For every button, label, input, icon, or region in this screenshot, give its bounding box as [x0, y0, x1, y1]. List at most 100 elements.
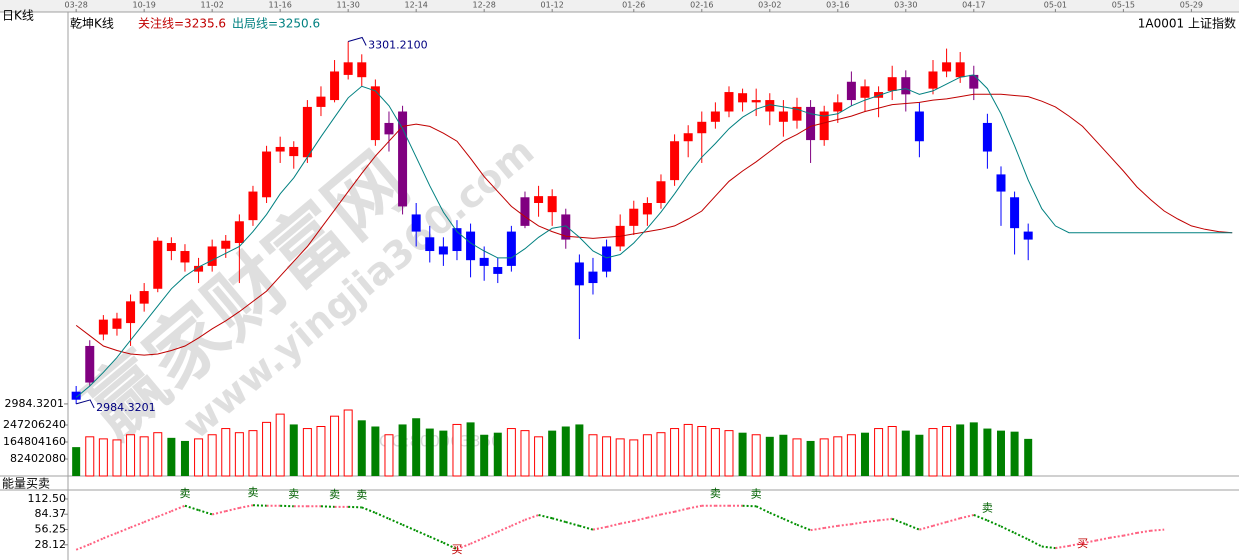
y-tick-label: 2984.3201 — [5, 397, 65, 410]
candle-body — [194, 265, 204, 272]
candle-body — [561, 214, 571, 240]
candle-body — [262, 151, 272, 198]
line-series — [75, 93, 1233, 356]
indicator-segment — [1000, 525, 1016, 534]
x-tick-label: 01-26 — [622, 1, 645, 10]
volume-bar — [683, 423, 693, 477]
volume-bar — [534, 436, 544, 477]
volume-bar — [996, 430, 1005, 476]
candle-body — [982, 122, 992, 152]
panel-title: 能量买卖 — [2, 477, 50, 491]
indicator-segment — [116, 526, 131, 534]
volume-bar — [819, 438, 829, 477]
indicator-segment — [973, 514, 988, 522]
indicator-segment — [769, 511, 784, 520]
volume-bar — [548, 430, 557, 476]
candle-body — [180, 251, 190, 263]
candle-body — [126, 301, 136, 324]
symbol: 1A0001 上证指数 — [1138, 16, 1236, 31]
indicator-segment — [470, 536, 485, 545]
candle-body — [289, 146, 299, 157]
candle-body — [724, 92, 734, 112]
volume-bar — [153, 432, 163, 477]
volume-bar — [833, 436, 843, 477]
volume-bar — [316, 426, 326, 477]
line-series — [75, 74, 1233, 398]
candle-body — [887, 77, 897, 91]
volume-bar — [98, 438, 108, 477]
volume-bar — [302, 428, 312, 477]
volume-bar — [466, 422, 475, 476]
y-tick-label: 56.25 — [35, 523, 67, 536]
indicator-segment — [986, 519, 1002, 528]
x-tick-label: 11-30 — [337, 1, 360, 10]
indicator-segment — [782, 517, 798, 526]
candle-body — [275, 146, 285, 152]
indicator-segment — [796, 523, 811, 532]
candle-body — [234, 221, 244, 244]
signal-label: 卖 — [710, 487, 721, 500]
indicator-segment — [483, 530, 499, 539]
volume-bar — [779, 434, 788, 476]
candle-body — [860, 86, 870, 98]
date-strip — [0, 0, 1239, 12]
volume-bar — [792, 438, 802, 477]
candle-body — [588, 271, 598, 284]
indicator-segment — [456, 542, 471, 551]
candle-body — [874, 92, 884, 98]
candle-body — [139, 291, 149, 304]
x-tick-label: 05-29 — [1180, 1, 1203, 10]
candle-body — [792, 106, 802, 121]
volume-bar — [262, 421, 272, 477]
candle-body — [683, 133, 693, 142]
candle-body — [370, 86, 380, 141]
candle-body — [466, 231, 476, 261]
indicator-segment — [361, 506, 376, 514]
volume-bar — [194, 438, 204, 477]
candle-body — [629, 208, 639, 226]
indicator-segment — [524, 514, 539, 521]
x-tick-label: 12-28 — [473, 1, 496, 10]
signal-label: 卖 — [329, 488, 340, 501]
indicator-segment — [905, 523, 920, 531]
volume-bar — [751, 434, 761, 477]
candle-body — [1023, 231, 1033, 240]
volume-bar — [575, 424, 584, 476]
volume-bar — [588, 434, 598, 477]
volume-bar — [493, 432, 502, 476]
volume-bar — [846, 434, 856, 477]
volume-bar — [724, 430, 734, 477]
indicator-segment — [143, 515, 159, 523]
candle-body — [914, 111, 924, 142]
candle-body — [710, 111, 720, 122]
volume-bar — [275, 413, 285, 477]
candle-body — [806, 106, 816, 141]
indicator-segment — [755, 505, 771, 514]
candle-body — [697, 121, 707, 134]
annotation-label: 2984.3201 — [96, 401, 156, 414]
x-tick-label: 11-02 — [201, 1, 224, 10]
candle-body — [574, 262, 584, 286]
candle-body — [928, 71, 938, 89]
x-tick-label: 03-30 — [894, 1, 917, 10]
candle-body — [71, 391, 81, 400]
signal-label: 买 — [451, 543, 462, 556]
candle-body — [901, 77, 911, 95]
x-tick-label: 01-12 — [541, 1, 564, 10]
volume-bar — [901, 430, 910, 476]
volume-bar — [915, 434, 924, 476]
y-tick-label: 84.37 — [35, 507, 67, 520]
x-tick-label: 03-02 — [758, 1, 781, 10]
volume-bar — [983, 428, 992, 476]
candle-body — [670, 141, 680, 181]
candle-body — [955, 62, 965, 78]
candle-body — [846, 81, 856, 101]
candle-body — [479, 257, 489, 266]
signal-label: 卖 — [247, 486, 258, 499]
volume-bar — [412, 418, 421, 476]
candle-body — [316, 96, 326, 107]
candle-body — [738, 93, 748, 103]
volume-bar — [956, 424, 965, 476]
candle-body — [302, 106, 312, 158]
